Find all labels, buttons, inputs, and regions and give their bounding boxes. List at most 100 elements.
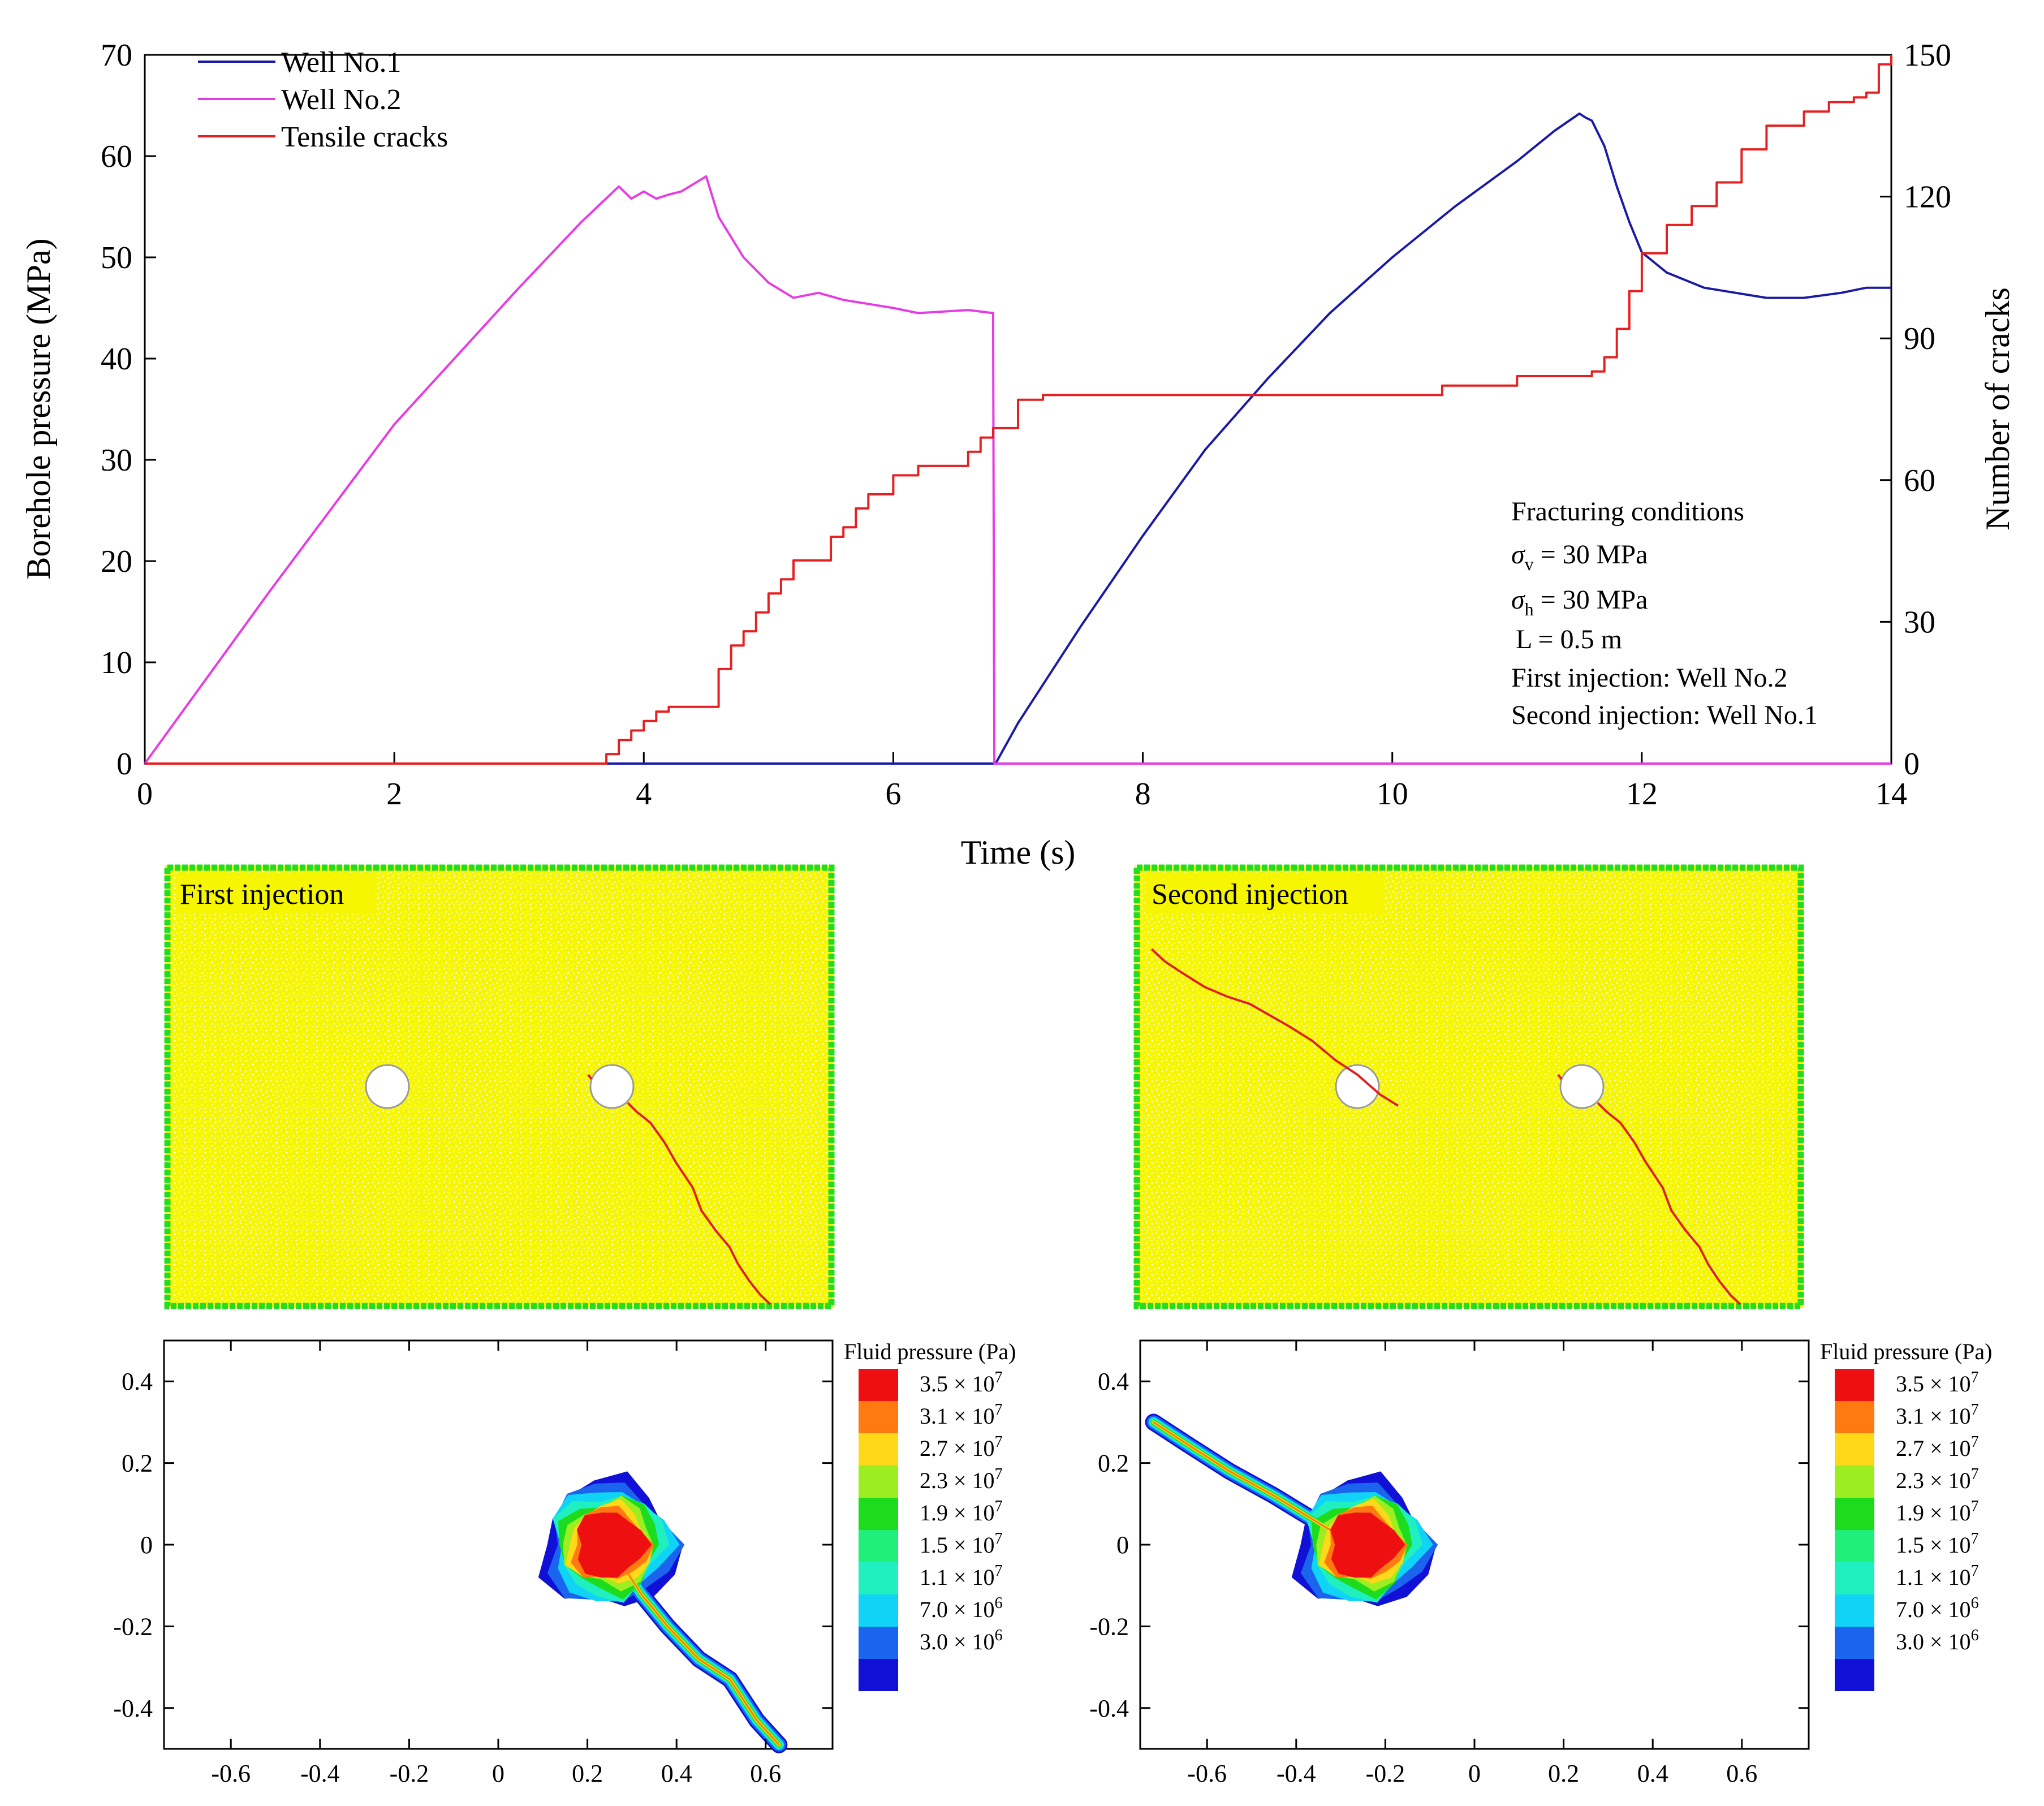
fluid-pressure-contour-first: -0.6 -0.4 -0.2 0 0.2 0.4 0.6 0.4 0.2 0 -0.2 -0.4 Fl… <box>113 1339 1016 1787</box>
legend-label-well-2: Well No.2 <box>281 84 401 116</box>
colorbar-tick-label: 7.0 × 106 <box>1896 1594 1979 1622</box>
colorbar-tick-label: 3.0 × 106 <box>1896 1627 1979 1654</box>
panel-title-second-injection: Second injection <box>1152 878 1348 911</box>
axis-ticks: -0.6 -0.4 -0.2 0 0.2 0.4 0.6 0.4 0.2 0 -0.2 -0.4 <box>113 1341 833 1787</box>
colorbar-tick-label: 3.1 × 107 <box>920 1401 1003 1429</box>
colorbar-tick-label: 2.7 × 107 <box>1896 1433 1979 1461</box>
y2-tick-label: 30 <box>1904 605 1935 640</box>
colorbar-swatch <box>1835 1562 1874 1594</box>
particle-model-first-injection: First injection <box>164 864 835 1309</box>
annotation-title: Fracturing conditions <box>1511 497 1744 527</box>
x-tick-label: 0 <box>137 777 153 812</box>
colorbar-swatch <box>1835 1627 1874 1659</box>
y2-tick-label: 0 <box>1904 747 1920 782</box>
y2-axis-label: Number of cracks <box>1979 287 2016 531</box>
colorbar-tick-label: 1.1 × 107 <box>920 1562 1003 1590</box>
y-tick-label: -0.4 <box>113 1695 153 1722</box>
x-tick-label: 0.2 <box>572 1760 603 1787</box>
x-tick-label: 10 <box>1377 777 1408 812</box>
colorbar-tick-label: 1.9 × 107 <box>920 1498 1003 1525</box>
y-tick-label: 50 <box>101 240 132 275</box>
colorbar-swatch <box>1835 1594 1874 1627</box>
y-tick-label: -0.2 <box>113 1613 153 1640</box>
colorbar-swatch <box>1835 1498 1874 1530</box>
colorbar-swatch <box>859 1562 898 1594</box>
x-tick-label: -0.6 <box>1187 1760 1227 1787</box>
x-tick-label: 6 <box>885 777 901 812</box>
y2-tick-label: 90 <box>1904 321 1935 356</box>
y-tick-label: -0.2 <box>1089 1613 1129 1640</box>
y-tick-label: 0 <box>117 747 132 782</box>
annotation-sigma-h: σh = 30 MPa <box>1511 585 1648 619</box>
colorbar-title: Fluid pressure (Pa) <box>844 1339 1016 1364</box>
series-lines <box>144 55 1892 765</box>
y-tick-label: 0.2 <box>1098 1450 1129 1477</box>
pressure-contour-level <box>576 1512 652 1578</box>
colorbar-swatch <box>859 1498 898 1530</box>
boundary-particles <box>1133 864 1804 1309</box>
colorbar-tick-label: 1.1 × 107 <box>1896 1562 1979 1590</box>
boundary-particles <box>164 864 835 1309</box>
y-tick-label: 20 <box>101 544 132 579</box>
pressure-plume <box>538 1471 788 1753</box>
colorbar: Fluid pressure (Pa) 3.5 × 107 3.1 × 107 2.… <box>1820 1339 1992 1691</box>
x-tick-label: 2 <box>386 777 402 812</box>
x-tick-label: 8 <box>1135 777 1151 812</box>
x-tick-label: -0.2 <box>390 1760 429 1787</box>
x-tick-label: 0.6 <box>1726 1760 1757 1787</box>
y2-tick-label: 120 <box>1904 180 1951 215</box>
colorbar-swatch <box>859 1530 898 1562</box>
colorbar-swatch <box>1835 1659 1874 1691</box>
fracture-path <box>587 1074 771 1305</box>
well-1-hole <box>589 1064 635 1109</box>
label-background <box>1146 873 1383 913</box>
y-tick-label: 70 <box>101 38 132 73</box>
y-tick-label: 0 <box>1116 1531 1129 1559</box>
particle-model-second-injection: Second injection <box>1133 864 1804 1309</box>
well-1-hole <box>1559 1064 1605 1109</box>
y-tick-label: 30 <box>101 443 132 478</box>
y-tick-label: 0.2 <box>122 1450 153 1477</box>
annotation-first-injection: First injection: Well No.2 <box>1511 663 1788 693</box>
colorbar-swatch <box>859 1401 898 1433</box>
colorbar-tick-label: 2.3 × 107 <box>920 1466 1003 1493</box>
x-tick-label: 0.4 <box>1637 1760 1668 1787</box>
x-tick-label: -0.6 <box>211 1760 251 1787</box>
y-tick-label: -0.4 <box>1089 1695 1129 1722</box>
colorbar-tick-label: 3.5 × 107 <box>1896 1369 1979 1396</box>
label-background <box>176 873 376 913</box>
well-2-hole <box>365 1064 410 1109</box>
well-2-hole <box>1335 1064 1380 1109</box>
colorbar-tick-label: 2.7 × 107 <box>920 1433 1003 1461</box>
colorbar-swatch <box>859 1369 898 1401</box>
y-axis-label: Borehole pressure (MPa) <box>20 238 57 579</box>
colorbar-swatch <box>859 1659 898 1691</box>
axis-ticks: -0.6 -0.4 -0.2 0 0.2 0.4 0.6 0.4 0.2 0 -0.2 -0.4 <box>1089 1341 1809 1787</box>
colorbar-swatch <box>1835 1369 1874 1401</box>
borehole-pressure-chart: 0 2 4 6 8 10 12 140102030405060700306090120150 … <box>20 38 2016 871</box>
colorbar-swatch <box>859 1594 898 1627</box>
fracture-path-first <box>1557 1074 1741 1305</box>
fracture-pressure-band <box>609 1544 780 1746</box>
colorbar-tick-label: 2.3 × 107 <box>1896 1466 1979 1493</box>
x-tick-label: 4 <box>636 777 652 812</box>
colorbar-swatch <box>859 1433 898 1466</box>
legend: Well No.1 Well No.2 Tensile cracks <box>198 46 448 153</box>
x-tick-label: -0.4 <box>1277 1760 1316 1787</box>
x-tick-label: 0.4 <box>661 1760 692 1787</box>
x-tick-label: 14 <box>1875 777 1907 812</box>
colorbar-tick-label: 1.5 × 107 <box>920 1530 1003 1558</box>
colorbar-swatch <box>859 1627 898 1659</box>
y-tick-label: 60 <box>101 139 132 174</box>
colorbar-tick-label: 3.1 × 107 <box>1896 1401 1979 1429</box>
annotation-length: L = 0.5 m <box>1516 624 1622 654</box>
x-tick-label: 0 <box>1468 1760 1481 1787</box>
x-tick-label: 0.6 <box>750 1760 781 1787</box>
series-line-well-no-2 <box>144 175 1891 765</box>
panel-title-first-injection: First injection <box>180 878 344 911</box>
legend-label-well-1: Well No.1 <box>281 46 401 79</box>
pressure-contour-level <box>1330 1512 1405 1578</box>
colorbar-tick-label: 1.5 × 107 <box>1896 1530 1979 1558</box>
colorbar-tick-label: 1.9 × 107 <box>1896 1498 1979 1525</box>
